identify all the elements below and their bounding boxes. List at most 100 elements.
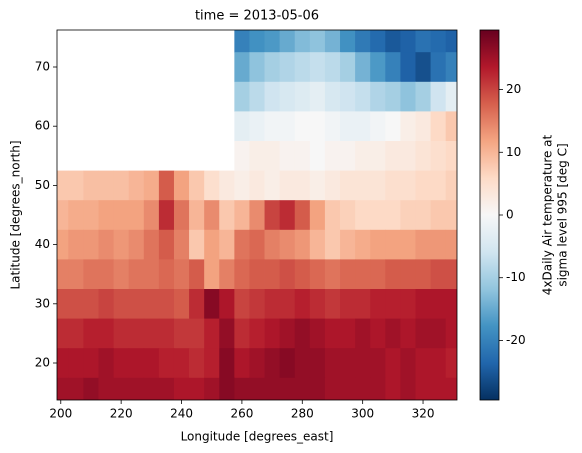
heatmap-cell xyxy=(309,30,326,53)
heatmap-cell xyxy=(189,348,205,379)
heatmap-cell xyxy=(189,289,205,319)
heatmap-cell xyxy=(415,111,431,142)
heatmap-cell xyxy=(68,229,84,260)
heatmap-cell xyxy=(234,170,250,201)
heatmap-cell xyxy=(445,81,457,112)
heatmap-cell xyxy=(249,141,265,171)
heatmap-cell xyxy=(294,318,311,349)
heatmap-cell xyxy=(309,141,326,171)
heatmap-cell xyxy=(204,318,220,349)
heatmap-cell xyxy=(68,289,84,319)
heatmap-cell xyxy=(264,229,281,260)
heatmap-cell xyxy=(340,229,356,260)
heatmap-cell xyxy=(113,348,130,379)
heatmap-cell xyxy=(173,200,190,231)
heatmap-cell xyxy=(279,289,296,319)
heatmap-cell xyxy=(234,141,250,171)
heatmap-cell xyxy=(445,318,457,349)
heatmap-cell xyxy=(385,81,401,112)
heatmap-cell xyxy=(249,200,265,231)
heatmap-cell xyxy=(445,200,457,231)
heatmap-cell xyxy=(98,289,115,319)
heatmap-cell xyxy=(309,200,326,231)
heatmap-cell xyxy=(430,377,447,400)
heatmap-cell xyxy=(249,81,265,112)
heatmap-cell xyxy=(98,348,115,379)
colorbar-label: sigma level 995 [deg C] xyxy=(556,143,570,286)
heatmap-cell xyxy=(249,170,265,201)
heatmap-cell xyxy=(324,348,341,379)
heatmap-cell xyxy=(143,377,160,400)
y-tick-label: 40 xyxy=(35,237,50,251)
x-tick-label: 220 xyxy=(110,407,133,421)
heatmap-cell xyxy=(355,141,371,171)
heatmap-cell xyxy=(340,318,356,349)
heatmap-cell xyxy=(234,289,250,319)
heatmap-cell xyxy=(264,259,281,290)
heatmap-cell xyxy=(430,318,447,349)
heatmap-cell xyxy=(57,348,69,379)
heatmap-cell xyxy=(234,111,250,142)
heatmap-cell xyxy=(189,229,205,260)
heatmap-cell xyxy=(128,170,145,201)
heatmap-cell xyxy=(430,348,447,379)
heatmap-cell xyxy=(355,348,371,379)
heatmap-cell xyxy=(385,377,401,400)
heatmap-cell xyxy=(158,289,175,319)
heatmap-cell xyxy=(158,170,175,201)
heatmap-cell xyxy=(264,289,281,319)
heatmap-cell xyxy=(340,52,356,83)
heatmap-cell xyxy=(264,111,281,142)
heatmap-cell xyxy=(219,289,235,319)
heatmap-cell xyxy=(249,348,265,379)
x-tick-label: 280 xyxy=(291,407,314,421)
y-tick-label: 60 xyxy=(35,119,50,133)
heatmap-cell xyxy=(219,170,235,201)
heatmap-cell xyxy=(264,318,281,349)
heatmap-cell xyxy=(98,229,115,260)
heatmap-cell xyxy=(294,348,311,379)
heatmap-cell xyxy=(370,229,386,260)
heatmap-cell xyxy=(400,30,416,53)
heatmap-cell xyxy=(234,377,250,400)
heatmap-cell xyxy=(57,318,69,349)
heatmap-cell xyxy=(98,377,115,400)
heatmap-cell xyxy=(370,318,386,349)
heatmap-cell xyxy=(370,170,386,201)
heatmap-cell xyxy=(324,377,341,400)
heatmap-cell xyxy=(340,30,356,53)
heatmap-cell xyxy=(204,170,220,201)
x-tick-label: 240 xyxy=(170,407,193,421)
heatmap-cell xyxy=(385,289,401,319)
heatmap-cell xyxy=(173,170,190,201)
heatmap-cell xyxy=(415,259,431,290)
y-axis-label: Latitude [degrees_north] xyxy=(9,140,23,289)
heatmap-cell xyxy=(219,229,235,260)
heatmap-cell xyxy=(400,81,416,112)
heatmap-cell xyxy=(249,52,265,83)
heatmap-cell xyxy=(415,289,431,319)
heatmap-cell xyxy=(355,289,371,319)
heatmap-cell xyxy=(128,259,145,290)
heatmap-cell xyxy=(400,52,416,83)
heatmap-cell xyxy=(309,52,326,83)
heatmap-cell xyxy=(83,377,99,400)
heatmap-cell xyxy=(400,229,416,260)
heatmap-cell xyxy=(415,81,431,112)
heatmap-cell xyxy=(445,141,457,171)
heatmap-cell xyxy=(204,377,220,400)
heatmap-cell xyxy=(324,200,341,231)
heatmap-cell xyxy=(279,348,296,379)
heatmap-cell xyxy=(385,318,401,349)
heatmap-cell xyxy=(279,52,296,83)
heatmap-cell xyxy=(83,229,99,260)
heatmap-cell xyxy=(234,81,250,112)
heatmap-cell xyxy=(294,170,311,201)
heatmap-cell xyxy=(279,170,296,201)
heatmap-cell xyxy=(324,141,341,171)
x-tick-label: 260 xyxy=(230,407,253,421)
heatmap-cell xyxy=(204,348,220,379)
heatmap-cell xyxy=(113,377,130,400)
heatmap-cell xyxy=(309,259,326,290)
heatmap-cell xyxy=(324,259,341,290)
